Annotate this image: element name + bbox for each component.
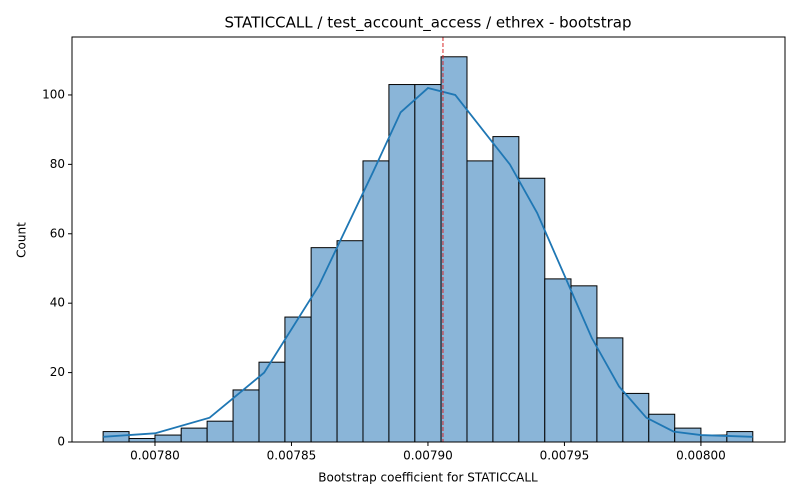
bar <box>310 247 338 443</box>
bar <box>440 56 468 443</box>
chart-title: STATICCALL / test_account_access / ethre… <box>225 14 632 33</box>
bar <box>414 84 442 443</box>
bar <box>648 413 676 443</box>
kde-line <box>103 87 753 438</box>
y-tick-label: 40 <box>50 296 65 310</box>
x-tick-label: 0.00795 <box>540 449 590 463</box>
bar <box>154 434 182 443</box>
y-tick-label: 100 <box>42 87 65 101</box>
plot-frame <box>71 36 786 443</box>
x-tick-label: 0.00790 <box>403 449 453 463</box>
bar <box>622 392 650 443</box>
bar <box>570 285 598 443</box>
bar <box>492 136 520 443</box>
bar <box>518 177 546 443</box>
bar <box>284 316 312 443</box>
y-tick-label: 80 <box>50 157 65 171</box>
bar <box>128 438 156 443</box>
x-tick-label: 0.00785 <box>267 449 317 463</box>
bar <box>180 427 208 443</box>
x-tick-label: 0.00780 <box>130 449 180 463</box>
bar <box>336 240 364 443</box>
bar <box>362 160 390 443</box>
bar <box>206 420 234 443</box>
x-axis-label: Bootstrap coefficient for STATICCALL <box>318 471 538 485</box>
bar <box>388 84 416 443</box>
y-axis-label: Count <box>15 222 29 258</box>
y-tick-label: 0 <box>57 435 65 449</box>
x-tick-label: 0.00800 <box>676 449 726 463</box>
bar <box>232 389 260 443</box>
bar <box>544 278 572 443</box>
y-tick-label: 60 <box>50 226 65 240</box>
y-tick-label: 20 <box>50 365 65 379</box>
bar <box>466 160 494 443</box>
